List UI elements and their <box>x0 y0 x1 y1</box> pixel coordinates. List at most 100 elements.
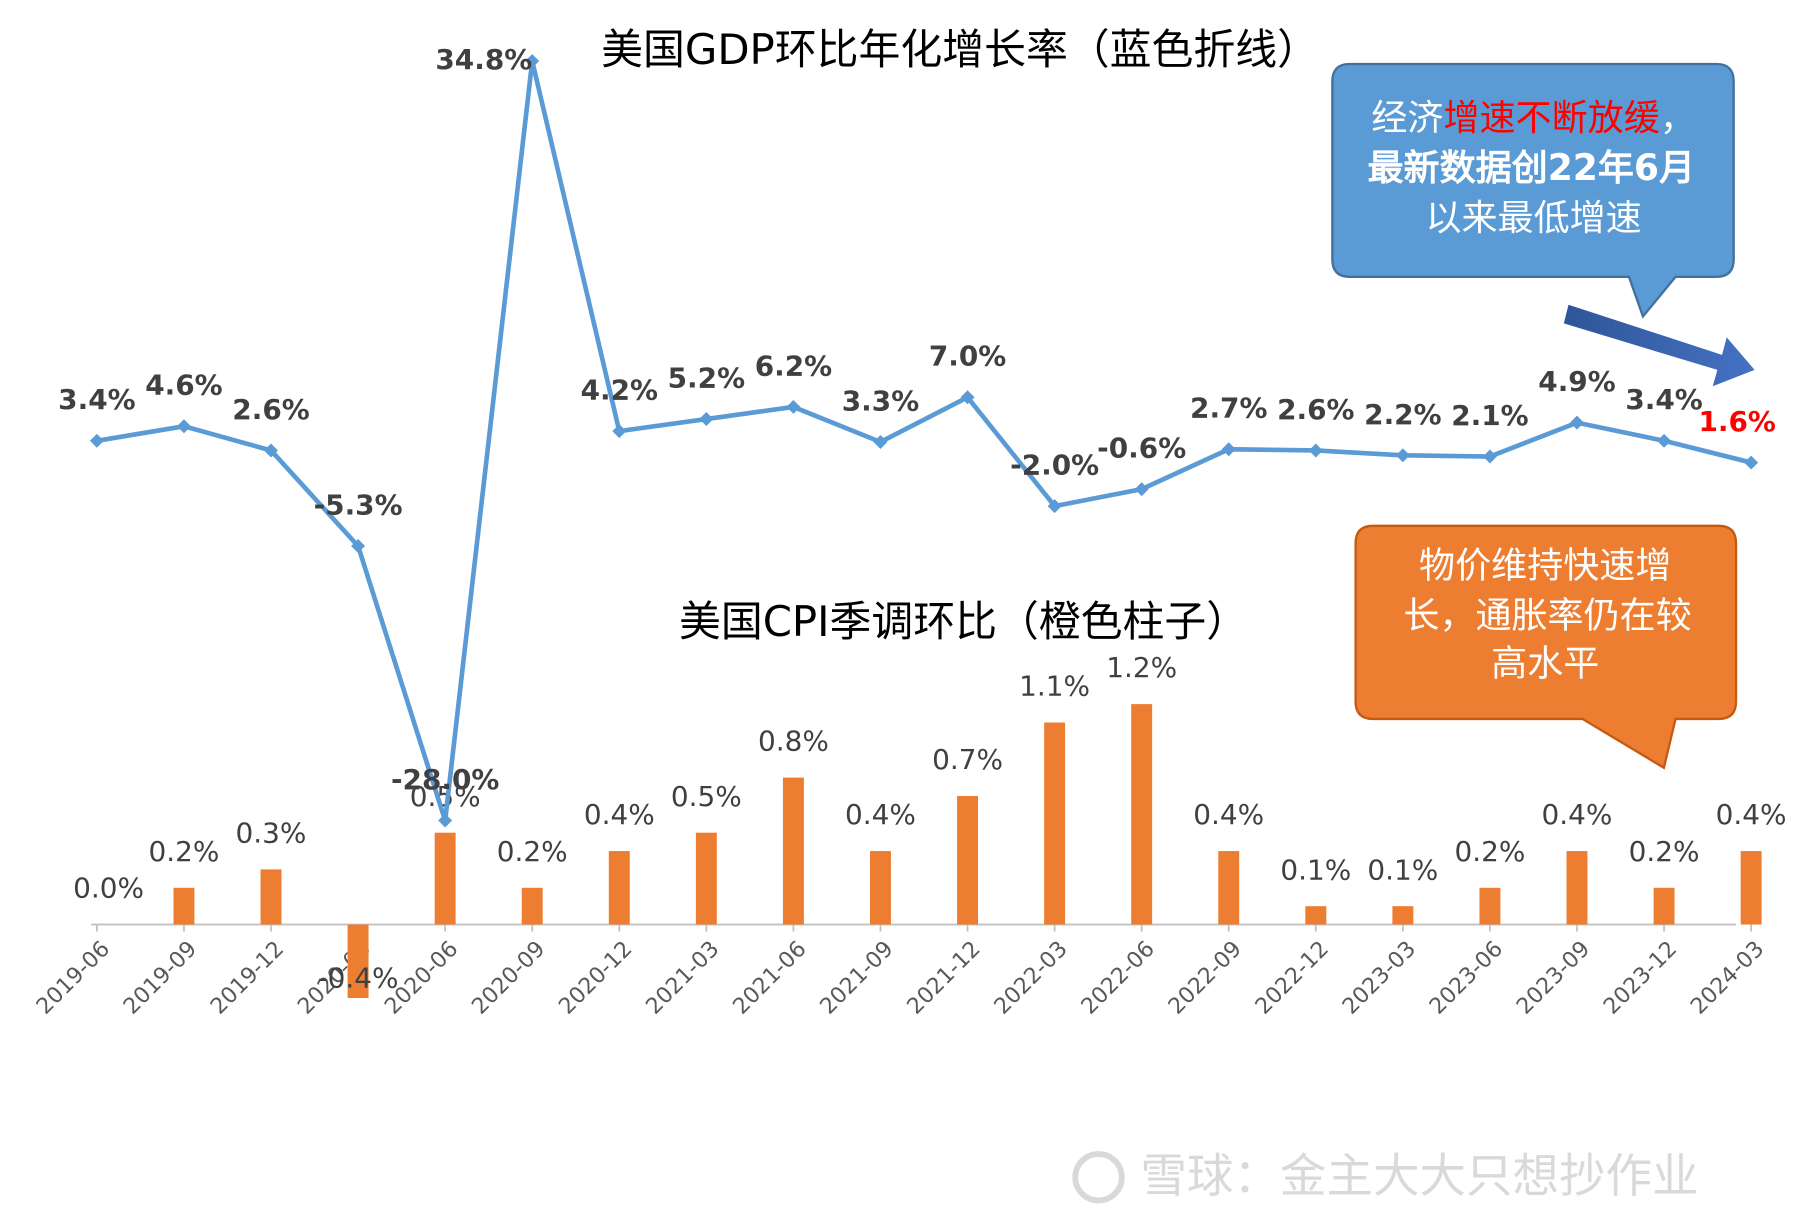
x-tick-label: 2022-03 <box>989 936 1073 1020</box>
watermark: 雪球：金主大大只想抄作业 <box>1140 1149 1698 1203</box>
x-tick-label: 2023-09 <box>1511 936 1595 1020</box>
bar <box>1479 887 1501 925</box>
line-marker <box>1221 442 1236 457</box>
bar <box>870 851 891 925</box>
bar <box>1740 851 1762 925</box>
line-marker <box>176 419 191 434</box>
gdp-callout-line2: 最新数据创22年6月 <box>1367 147 1695 189</box>
bar <box>434 832 456 925</box>
line-label: 1.6% <box>1698 405 1775 438</box>
line-marker <box>264 443 278 458</box>
bar-label: 0.2% <box>497 835 568 868</box>
bar-label: 0.7% <box>932 743 1003 776</box>
bar-label: 0.0% <box>73 872 144 905</box>
line-label: -0.6% <box>1097 432 1186 465</box>
bar-label: 1.2% <box>1106 651 1177 684</box>
x-tick-label: 2022-06 <box>1076 936 1160 1020</box>
cpi-callout-box <box>1354 524 1738 770</box>
bar <box>1131 704 1153 925</box>
bar-label: 0.8% <box>758 725 829 758</box>
line-marker <box>1395 448 1410 463</box>
arrow <box>1563 304 1755 387</box>
line-label: 5.2% <box>668 361 745 394</box>
line-marker <box>873 435 888 449</box>
bar-label: 0.4% <box>584 798 655 831</box>
x-tick-label: 2020-12 <box>554 936 638 1020</box>
line-label: 4.2% <box>581 374 658 407</box>
line-marker <box>699 412 714 427</box>
x-tick-label: 2019-09 <box>118 936 202 1020</box>
bar-label: 0.1% <box>1367 853 1438 886</box>
bar <box>1044 722 1066 925</box>
line-label: 2.6% <box>232 393 309 426</box>
bar <box>782 777 804 925</box>
bar <box>608 851 630 925</box>
line-label: 3.4% <box>1625 383 1702 416</box>
bar-label: 0.4% <box>845 798 916 831</box>
line-marker <box>612 424 627 439</box>
line-marker <box>525 54 540 69</box>
line-marker <box>1570 415 1584 430</box>
gdp-callout-line3: 以来最低增速 <box>1425 197 1641 239</box>
x-tick-label: 2023-12 <box>1599 936 1683 1020</box>
line-label: 3.3% <box>842 384 919 417</box>
callout-text: ， <box>1660 97 1696 139</box>
bar <box>1566 851 1588 925</box>
x-tick-label: 2019-06 <box>31 936 115 1020</box>
line-marker <box>1308 443 1323 458</box>
bar-label: 0.2% <box>149 835 220 868</box>
chart-title: 美国GDP环比年化增长率（蓝色折线） <box>601 25 1319 74</box>
bar-label: 0.2% <box>1629 835 1700 868</box>
cpi-callout-line1: 物价维持快速增 <box>1419 545 1671 587</box>
bar-label: 0.4% <box>1193 798 1264 831</box>
line-label: 3.4% <box>58 383 135 416</box>
x-tick-label: 2024-03 <box>1686 936 1770 1020</box>
bar-label: 1.1% <box>1019 670 1090 703</box>
cpi-callout-line2: 长，通胀率仍在较 <box>1403 595 1691 637</box>
bar <box>1392 906 1414 925</box>
x-tick-label: 2022-09 <box>1163 936 1247 1020</box>
x-tick-label: 2021-03 <box>641 936 725 1020</box>
line-label: 34.8% <box>435 43 532 76</box>
bar-label: 0.3% <box>236 817 307 850</box>
line-marker <box>1657 433 1672 448</box>
line-label: 6.2% <box>755 349 832 382</box>
bar-label: 0.2% <box>1454 835 1525 868</box>
line-marker <box>1482 449 1497 464</box>
line-label: 4.9% <box>1538 365 1615 398</box>
line-label: 2.6% <box>1277 393 1354 426</box>
line-marker <box>89 433 104 448</box>
bar-label: 0.5% <box>671 780 742 813</box>
x-tick-label: 2019-12 <box>205 936 289 1020</box>
line-label: 4.6% <box>145 369 222 402</box>
x-tick-label: 2021-12 <box>902 936 986 1020</box>
line-label: 2.2% <box>1364 398 1441 431</box>
x-tick-label: 2021-09 <box>815 936 899 1020</box>
x-tick-label: 2021-06 <box>728 936 812 1020</box>
bar <box>1218 851 1240 925</box>
x-tick-label: 2023-06 <box>1424 936 1508 1020</box>
bar <box>1653 887 1675 925</box>
bar <box>695 832 717 925</box>
bar-label: 0.1% <box>1280 853 1351 886</box>
line-marker <box>786 399 801 414</box>
bar <box>1305 906 1327 925</box>
bar <box>260 869 282 925</box>
bar <box>521 887 543 925</box>
line-label: 7.0% <box>929 340 1006 373</box>
bar-label: 0.4% <box>1716 798 1787 831</box>
watermark-logo <box>1072 1151 1125 1204</box>
line-marker <box>351 539 366 553</box>
bar <box>173 887 195 925</box>
line-marker <box>1744 455 1759 470</box>
line-marker <box>438 813 453 828</box>
line-label: -5.3% <box>314 488 403 521</box>
line-marker <box>960 390 975 405</box>
line-label: 2.7% <box>1190 392 1267 425</box>
callout-text: 经济 <box>1371 97 1443 139</box>
cpi-callout-line3: 高水平 <box>1491 642 1599 684</box>
line-label: -2.0% <box>1010 449 1099 482</box>
x-tick-label: 2020-09 <box>467 936 551 1020</box>
line <box>96 60 1752 822</box>
